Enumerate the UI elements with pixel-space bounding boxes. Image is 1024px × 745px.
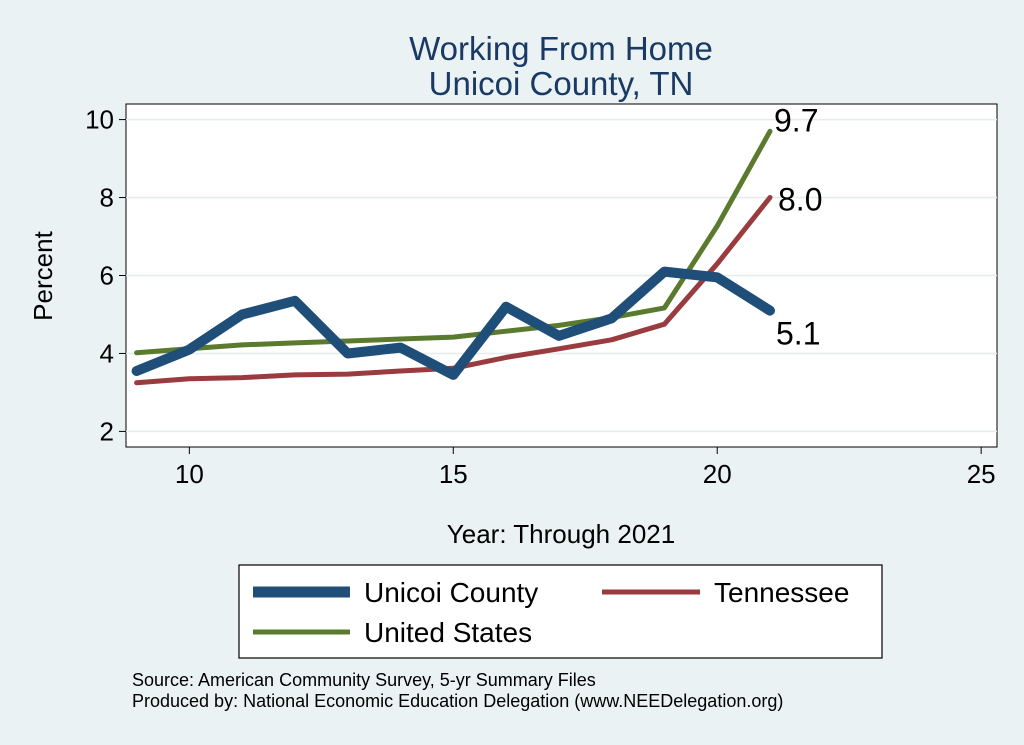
legend-box xyxy=(238,564,883,659)
x-tick-label: 20 xyxy=(703,459,732,489)
y-tick-label: 6 xyxy=(100,261,114,291)
end-label-united-states: 9.7 xyxy=(774,102,818,138)
y-tick-label: 8 xyxy=(100,183,114,213)
x-tick-label: 25 xyxy=(967,459,996,489)
legend-label-unicoi: Unicoi County xyxy=(364,577,538,608)
source-note: Source: American Community Survey, 5-yr … xyxy=(132,670,596,690)
x-tick-label: 10 xyxy=(175,459,204,489)
series-line-united-states xyxy=(134,128,773,356)
grid-lines xyxy=(126,118,997,433)
y-axis-label: Percent xyxy=(28,230,58,320)
y-tick-label: 10 xyxy=(85,105,114,135)
x-tick-label: 15 xyxy=(439,459,468,489)
x-axis-label: Year: Through 2021 xyxy=(447,519,675,549)
legend-label-united-states: United States xyxy=(364,617,532,648)
series-line-unicoi-county xyxy=(131,266,775,380)
y-tick-label: 4 xyxy=(100,338,114,368)
chart-title-line-1: Working From Home xyxy=(409,30,713,67)
legend-label-tennessee: Tennessee xyxy=(714,577,849,608)
y-tick-label: 2 xyxy=(100,416,114,446)
chart-title-line-2: Unicoi County, TN xyxy=(429,65,694,102)
series-lines: 5.1 8.0 9.7 xyxy=(131,102,822,386)
end-label-tennessee: 8.0 xyxy=(778,182,822,218)
produced-by-note: Produced by: National Economic Education… xyxy=(132,691,784,711)
end-label-unicoi-county: 5.1 xyxy=(776,316,820,352)
axes: 2 4 6 8 10 10 15 20 25 xyxy=(85,105,996,489)
